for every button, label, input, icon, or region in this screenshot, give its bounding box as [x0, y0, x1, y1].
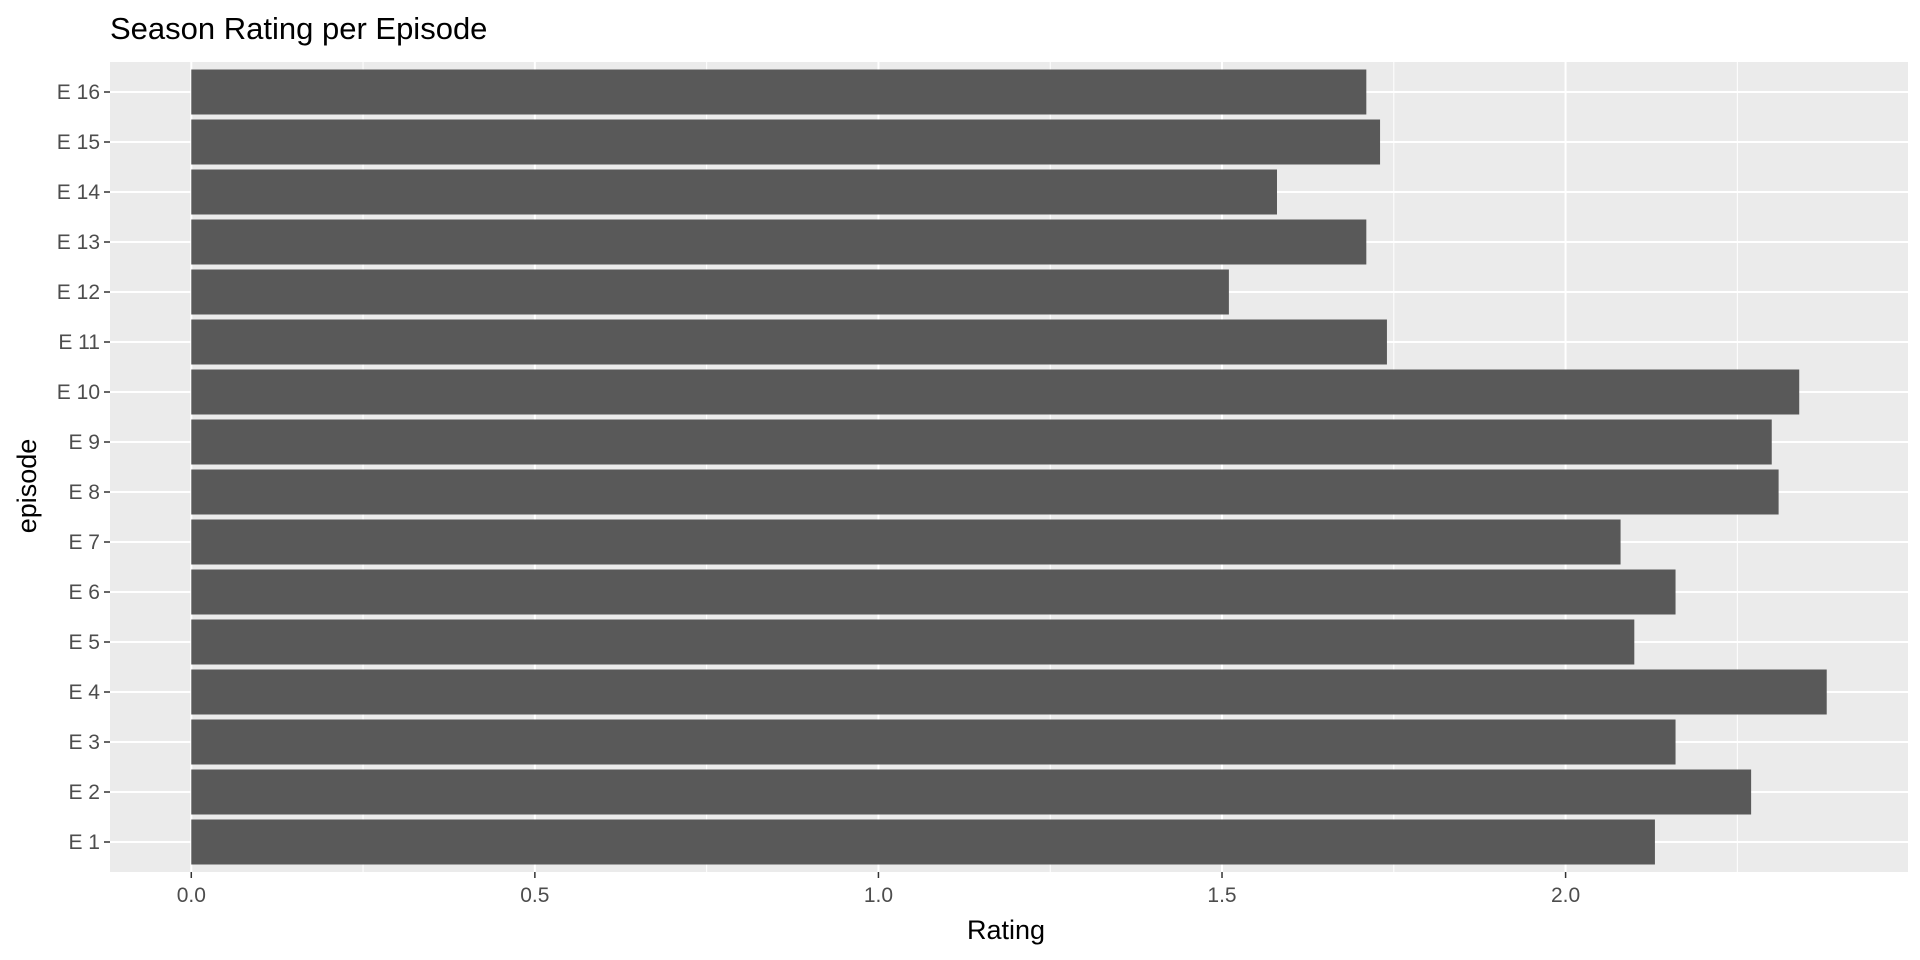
bar	[191, 469, 1779, 515]
bar	[191, 119, 1381, 165]
bar	[191, 369, 1800, 415]
y-axis-title: episode	[12, 439, 42, 534]
x-tick-label: 0.5	[520, 884, 549, 907]
y-tick-label: E 14	[57, 181, 101, 204]
y-tick-label: E 11	[58, 331, 100, 354]
bar	[191, 569, 1676, 615]
y-tick-label: E 8	[68, 481, 100, 504]
y-tick-label: E 5	[68, 631, 100, 654]
bar	[191, 69, 1367, 115]
x-tick-label: 0.0	[177, 884, 206, 907]
x-axis: 0.0 0.5 1.0 1.5 2.0	[177, 872, 1580, 907]
y-tick-label: E 9	[68, 431, 100, 454]
bar	[191, 269, 1229, 315]
bar	[191, 419, 1772, 465]
y-tick-label: E 7	[68, 531, 100, 554]
bar	[191, 319, 1387, 365]
y-tick-label: E 12	[57, 281, 100, 304]
bar	[191, 219, 1367, 265]
bar	[191, 619, 1635, 665]
y-tick-label: E 2	[68, 781, 100, 804]
x-tick-label: 1.0	[864, 884, 893, 907]
y-axis: E 1 E 2 E 3 E 4 E 5 E 6 E 7 E 8 E 9 E 10 E 11 E 12 E…	[57, 81, 110, 854]
y-tick-label: E 3	[68, 731, 100, 754]
bar	[191, 519, 1621, 565]
y-tick-label: E 1	[68, 831, 100, 854]
y-tick-label: E 13	[57, 231, 100, 254]
y-tick-label: E 6	[68, 581, 100, 604]
x-tick-label: 1.5	[1207, 884, 1236, 907]
y-tick-label: E 16	[57, 81, 100, 104]
bar	[191, 719, 1676, 765]
y-tick-label: E 15	[57, 131, 100, 154]
chart-title: Season Rating per Episode	[110, 11, 487, 46]
bar	[191, 769, 1752, 815]
y-tick-label: E 4	[68, 681, 100, 704]
y-tick-label: E 10	[57, 381, 100, 404]
bar	[191, 819, 1655, 865]
bar	[191, 169, 1277, 215]
bars	[191, 69, 1827, 865]
x-tick-label: 2.0	[1551, 884, 1580, 907]
bar	[191, 669, 1827, 715]
x-axis-title: Rating	[967, 915, 1045, 945]
